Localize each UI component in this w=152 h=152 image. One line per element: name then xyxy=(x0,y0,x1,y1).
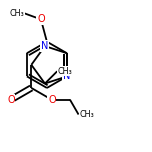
Text: O: O xyxy=(48,95,56,105)
Text: CH₃: CH₃ xyxy=(9,9,24,18)
Text: CH₃: CH₃ xyxy=(79,110,94,119)
Text: O: O xyxy=(37,14,45,24)
Text: N: N xyxy=(41,41,49,51)
Text: N: N xyxy=(63,71,71,81)
Text: CH₃: CH₃ xyxy=(58,67,73,76)
Text: O: O xyxy=(7,95,15,105)
